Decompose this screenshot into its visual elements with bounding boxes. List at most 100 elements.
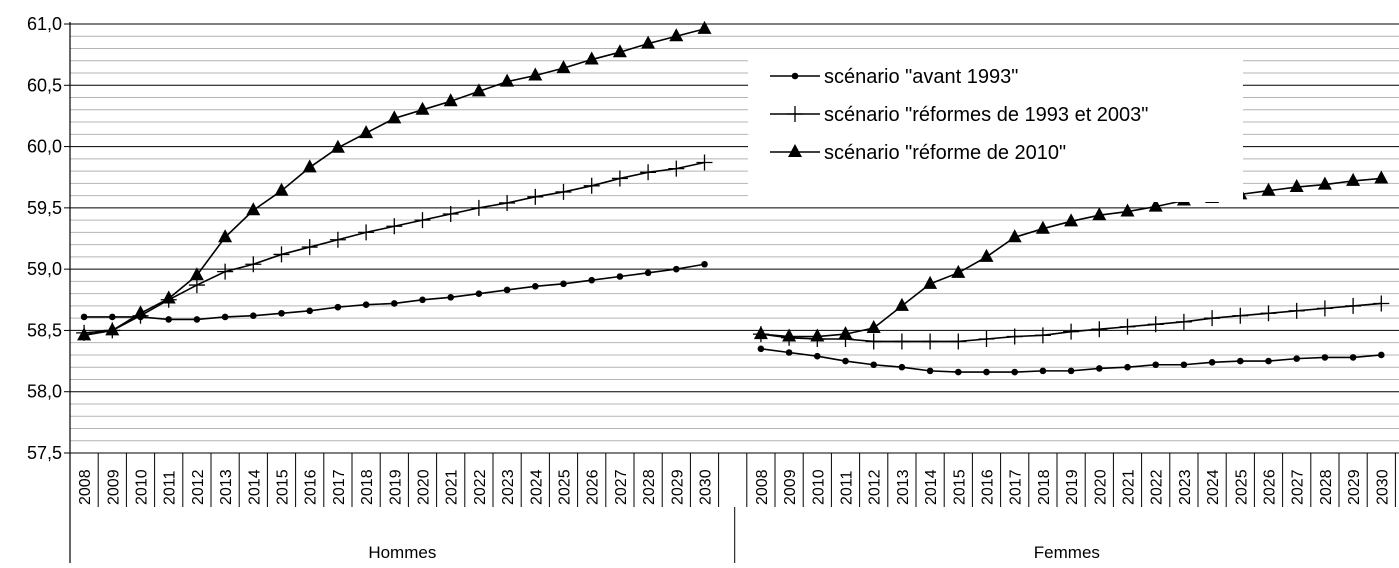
data-point-circle: [842, 357, 849, 365]
data-point-circle: [870, 361, 877, 369]
x-tick-label: 2016: [980, 469, 997, 505]
data-point-plus: [611, 170, 628, 187]
data-point-plus: [1316, 300, 1333, 317]
x-tick-label: 2011: [162, 470, 179, 505]
x-tick-label: 2019: [387, 469, 404, 505]
series-line-femmes: [760, 177, 1382, 338]
data-point-circle: [1096, 365, 1103, 372]
y-tick-label: 58,5: [27, 320, 62, 340]
x-tick-label: 2013: [895, 469, 912, 505]
data-point-triangle: [443, 93, 458, 107]
data-point-circle: [588, 276, 595, 284]
data-point-circle: [1349, 354, 1357, 361]
legend-marker-circle: [791, 72, 799, 80]
data-point-triangle: [866, 319, 881, 333]
data-point-plus: [1232, 307, 1249, 324]
x-tick-label: 2009: [105, 469, 122, 505]
y-tick-label: 58,0: [27, 382, 62, 402]
x-tick-label: 2021: [1121, 469, 1138, 505]
data-point-triangle: [1035, 220, 1050, 234]
data-point-circle: [926, 367, 934, 375]
data-point-circle: [955, 368, 962, 376]
data-point-plus: [865, 333, 882, 350]
data-point-plus: [499, 194, 516, 211]
x-tick-label: 2020: [1092, 469, 1109, 505]
x-tick-label: 2023: [1177, 469, 1194, 505]
x-tick-label: 2016: [303, 469, 320, 505]
x-tick-label: 2030: [1374, 469, 1391, 505]
data-point-circle: [1124, 363, 1131, 371]
data-point-triangle: [218, 229, 233, 243]
data-point-plus: [386, 218, 403, 235]
data-point-triangle: [584, 51, 599, 65]
x-tick-label: 2019: [1064, 469, 1081, 505]
data-point-circle: [221, 313, 229, 321]
data-point-triangle: [1374, 170, 1389, 184]
x-tick-label: 2020: [416, 469, 433, 505]
data-point-plus: [442, 205, 459, 222]
data-point-circle: [1321, 354, 1329, 361]
data-point-triangle: [1120, 203, 1135, 217]
data-point-circle: [306, 307, 314, 315]
x-tick-label: 2022: [472, 469, 489, 505]
data-point-plus: [1288, 302, 1305, 319]
data-point-plus: [1006, 328, 1023, 345]
data-point-plus: [640, 164, 657, 181]
data-point-triangle: [246, 202, 261, 216]
x-tick-label: 2026: [585, 469, 602, 505]
data-point-circle: [447, 294, 455, 301]
series-line-hommes: [84, 161, 705, 334]
data-point-circle: [503, 286, 511, 294]
data-point-circle: [1180, 361, 1188, 369]
data-point-circle: [1265, 357, 1272, 365]
data-point-triangle: [528, 67, 543, 81]
data-point-circle: [757, 345, 765, 353]
data-point-plus: [1373, 295, 1390, 312]
data-point-triangle: [697, 20, 712, 34]
x-tick-label: 2015: [275, 469, 292, 505]
x-tick-label: 2025: [557, 469, 574, 505]
data-point-triangle: [1007, 229, 1022, 243]
x-tick-label: 2013: [218, 469, 235, 505]
x-tick-label: 2027: [1290, 469, 1307, 505]
data-point-circle: [419, 296, 426, 304]
data-point-plus: [1204, 310, 1221, 327]
x-tick-label: 2026: [1262, 469, 1279, 505]
x-tick-label: 2022: [1149, 469, 1166, 505]
data-point-triangle: [1092, 207, 1107, 221]
data-point-triangle: [1317, 176, 1332, 190]
data-point-plus: [358, 224, 375, 241]
data-point-circle: [391, 300, 398, 307]
data-point-plus: [1175, 313, 1192, 330]
x-tick-label: 2028: [641, 469, 658, 505]
data-point-plus: [978, 331, 995, 348]
x-tick-label: 2014: [246, 469, 263, 505]
x-tick-label: 2014: [923, 469, 940, 505]
data-point-plus: [1147, 316, 1164, 333]
data-point-triangle: [330, 139, 345, 153]
x-tick-label: 2018: [359, 469, 376, 505]
data-point-plus: [329, 231, 346, 248]
data-point-triangle: [1346, 172, 1361, 186]
data-point-circle: [785, 349, 793, 356]
x-tick-label: 2021: [444, 469, 461, 505]
legend-label: scénario "réforme de 2010": [824, 142, 1066, 164]
data-point-triangle: [471, 83, 486, 97]
data-point-circle: [616, 273, 624, 280]
data-point-plus: [555, 183, 572, 200]
data-point-circle: [983, 368, 990, 376]
data-point-triangle: [500, 73, 515, 87]
x-tick-label: 2027: [613, 469, 630, 505]
data-point-circle: [80, 313, 88, 321]
data-point-triangle: [979, 248, 994, 262]
y-tick-label: 59,5: [27, 198, 62, 218]
data-point-plus: [1063, 323, 1080, 340]
x-tick-label: 2029: [1346, 469, 1363, 505]
group-label: Femmes: [1034, 543, 1100, 562]
data-point-plus: [583, 177, 600, 194]
data-point-triangle: [1289, 179, 1304, 193]
x-tick-label: 2024: [1205, 469, 1222, 505]
data-point-circle: [165, 316, 172, 323]
data-point-circle: [475, 290, 483, 297]
